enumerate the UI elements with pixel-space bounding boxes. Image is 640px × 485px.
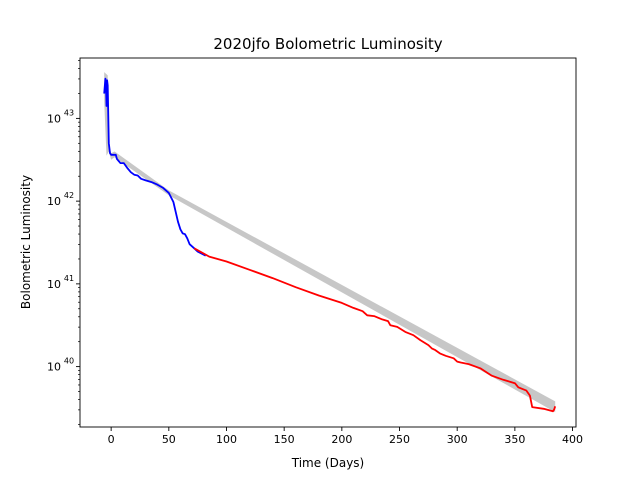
y-tick-exponent: 43	[64, 108, 74, 117]
y-tick-exponent: 42	[64, 191, 74, 200]
y-tick-exponent: 41	[64, 274, 74, 283]
plot-content	[103, 72, 557, 413]
series-line-2	[193, 247, 557, 413]
y-tick-label: 10	[47, 361, 61, 374]
series-line-1	[103, 77, 207, 257]
x-tick-label: 300	[447, 433, 468, 446]
x-tick-label: 150	[274, 433, 295, 446]
y-tick-label: 10	[47, 112, 61, 125]
x-axis-label: Time (Days)	[291, 456, 365, 470]
y-tick-label: 10	[47, 195, 61, 208]
x-tick-label: 50	[162, 433, 176, 446]
x-tick-label: 350	[504, 433, 525, 446]
x-tick-label: 250	[389, 433, 410, 446]
chart-title: 2020jfo Bolometric Luminosity	[213, 35, 442, 53]
plot-frame	[79, 57, 577, 428]
x-tick-label: 200	[331, 433, 352, 446]
y-axis-label: Bolometric Luminosity	[19, 175, 33, 309]
plot-area	[103, 72, 557, 413]
x-tick-label: 100	[216, 433, 237, 446]
y-tick-exponent: 40	[64, 357, 74, 366]
uncertainty-band	[104, 72, 556, 413]
x-tick-label: 400	[562, 433, 583, 446]
x-tick-label: 0	[108, 433, 115, 446]
y-tick-label: 10	[47, 278, 61, 291]
